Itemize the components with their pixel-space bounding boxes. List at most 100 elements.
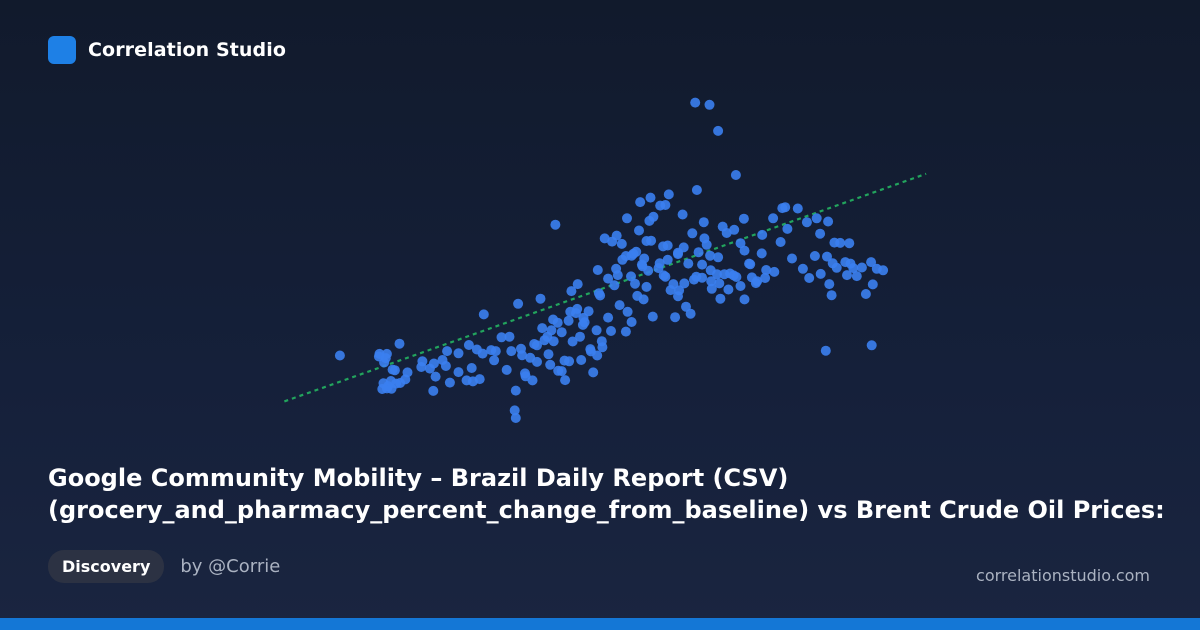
scatter-point xyxy=(501,364,512,375)
scatter-point xyxy=(729,224,740,235)
scatter-point xyxy=(567,336,578,347)
scatter-point xyxy=(559,355,570,366)
scatter-point xyxy=(848,263,859,274)
scatter-point xyxy=(591,325,602,336)
scatter-point xyxy=(673,249,683,260)
scatter-point xyxy=(697,272,708,283)
scatter-point xyxy=(632,290,643,301)
scatter-point xyxy=(677,209,688,220)
scatter-point xyxy=(851,271,862,282)
scatter-point xyxy=(842,270,852,281)
scatter-point xyxy=(478,309,489,320)
scatter-point xyxy=(835,237,846,248)
scatter-point xyxy=(752,276,763,287)
scatter-point xyxy=(663,189,674,200)
scatter-point xyxy=(643,265,654,276)
scatter-point xyxy=(471,344,482,355)
scatter-point xyxy=(713,252,724,263)
scatter-point xyxy=(658,270,669,281)
scatter-point xyxy=(606,326,616,336)
scatter-point xyxy=(804,273,815,283)
author-link[interactable]: by @Corrie xyxy=(180,556,281,577)
scatter-point xyxy=(641,236,652,246)
scatter-point xyxy=(510,385,521,396)
scatter-point xyxy=(641,281,652,292)
scatter-point xyxy=(575,331,585,342)
scatter-point xyxy=(545,359,556,370)
scatter-point xyxy=(626,271,636,282)
scatter-point xyxy=(662,240,673,251)
brand-logo-icon xyxy=(48,36,76,64)
scatter-point xyxy=(466,363,477,373)
scatter-chart xyxy=(283,97,927,423)
scatter-point xyxy=(815,228,826,239)
scatter-point xyxy=(730,170,741,180)
scatter-point xyxy=(768,213,779,224)
scatter-point xyxy=(616,238,627,249)
scatter-point xyxy=(705,265,716,276)
scatter-point xyxy=(761,265,772,275)
scatter-point xyxy=(856,262,867,273)
scatter-point xyxy=(679,278,690,289)
scatter-point xyxy=(428,385,439,396)
scatter-point xyxy=(603,273,614,284)
scatter-point xyxy=(535,293,546,304)
brand: Correlation Studio xyxy=(48,36,286,64)
scatter-point xyxy=(539,335,550,346)
scatter-point xyxy=(797,263,808,274)
scatter-point xyxy=(792,203,803,214)
category-badge[interactable]: Discovery xyxy=(48,550,165,583)
scatter-point xyxy=(377,384,388,394)
scatter-point xyxy=(626,317,637,327)
scatter-point xyxy=(699,233,710,244)
title-line-2: (grocery_and_pharmacy_percent_change_fro… xyxy=(48,496,1165,524)
scatter-point xyxy=(424,363,435,374)
scatter-point xyxy=(644,215,655,226)
scatter-point xyxy=(617,254,628,265)
scatter-point xyxy=(735,238,746,249)
scatter-point xyxy=(453,367,464,378)
scatter-point xyxy=(525,352,536,363)
scatter-point xyxy=(486,345,497,356)
scatter-point xyxy=(510,413,521,423)
scatter-point xyxy=(723,284,734,295)
scatter-point xyxy=(597,342,608,353)
scatter-point xyxy=(563,315,574,326)
bottom-accent-bar xyxy=(0,618,1200,630)
scatter-point xyxy=(824,279,835,290)
scatter-point xyxy=(565,306,576,317)
scatter-point xyxy=(496,332,507,343)
scatter-point xyxy=(844,238,855,249)
scatter-point xyxy=(444,377,455,388)
scatter-point xyxy=(509,405,520,416)
scatter-point xyxy=(639,253,650,264)
scatter-point xyxy=(782,223,793,234)
site-url[interactable]: correlationstudio.com xyxy=(976,566,1150,585)
scatter-point xyxy=(744,258,755,269)
scatter-point xyxy=(645,192,656,203)
scatter-point xyxy=(687,228,698,239)
scatter-point xyxy=(757,229,768,240)
scatter-point xyxy=(739,245,750,256)
scatter-point xyxy=(693,247,704,258)
scatter-point xyxy=(760,273,771,283)
scatter-point xyxy=(453,348,464,359)
scatter-point xyxy=(386,383,397,394)
scatter-point xyxy=(735,281,746,291)
scatter-point xyxy=(739,294,750,305)
scatter-point xyxy=(697,259,708,270)
scatter-point xyxy=(611,230,622,241)
scatter-point xyxy=(678,242,689,253)
scatter-point xyxy=(566,286,577,297)
scatter-point xyxy=(513,298,524,309)
scatter-point xyxy=(827,258,838,269)
scatter-point xyxy=(706,276,717,287)
scatter-point xyxy=(520,371,531,382)
trendline xyxy=(283,172,927,403)
scatter-point xyxy=(585,346,596,357)
scatter-point xyxy=(691,185,702,195)
title-line-1: Google Community Mobility – Brazil Daily… xyxy=(48,464,789,492)
scatter-point xyxy=(622,306,633,317)
scatter-point xyxy=(630,278,640,289)
scatter-point xyxy=(628,248,639,259)
